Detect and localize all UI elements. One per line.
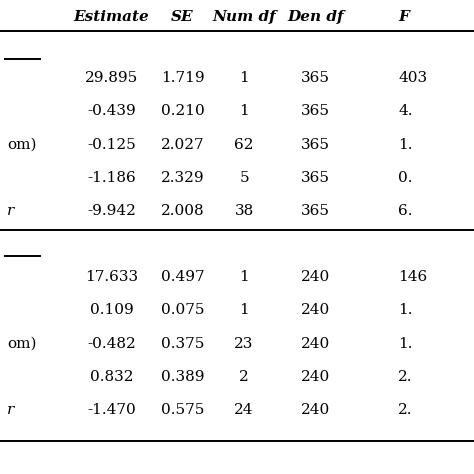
Text: 0.375: 0.375 [161, 337, 204, 351]
Text: 0.075: 0.075 [161, 303, 204, 318]
Text: 240: 240 [301, 303, 330, 318]
Text: 403: 403 [398, 71, 427, 85]
Text: 6.: 6. [398, 204, 413, 218]
Text: 1.: 1. [398, 337, 413, 351]
Text: 365: 365 [301, 171, 330, 185]
Text: -1.186: -1.186 [87, 171, 136, 185]
Text: 0.497: 0.497 [161, 270, 204, 284]
Text: 4.: 4. [398, 104, 413, 118]
Text: 0.210: 0.210 [161, 104, 204, 118]
Text: 1.719: 1.719 [161, 71, 204, 85]
Text: 240: 240 [301, 403, 330, 417]
Text: 365: 365 [301, 204, 330, 218]
Text: 0.832: 0.832 [90, 370, 133, 384]
Text: 0.389: 0.389 [161, 370, 204, 384]
Text: Num df: Num df [212, 9, 276, 24]
Text: 1.: 1. [398, 303, 413, 318]
Text: 23: 23 [235, 337, 254, 351]
Text: 0.109: 0.109 [90, 303, 133, 318]
Text: 17.633: 17.633 [85, 270, 138, 284]
Text: r: r [7, 403, 14, 417]
Text: 24: 24 [234, 403, 254, 417]
Text: -0.482: -0.482 [87, 337, 136, 351]
Text: 62: 62 [234, 137, 254, 152]
Text: 1: 1 [239, 270, 249, 284]
Text: 1: 1 [239, 303, 249, 318]
Text: 2.: 2. [398, 370, 413, 384]
Text: 0.: 0. [398, 171, 413, 185]
Text: 29.895: 29.895 [85, 71, 138, 85]
Text: 240: 240 [301, 337, 330, 351]
Text: 2.329: 2.329 [161, 171, 204, 185]
Text: -0.125: -0.125 [87, 137, 136, 152]
Text: Estimate: Estimate [73, 9, 149, 24]
Text: om): om) [7, 337, 36, 351]
Text: 1: 1 [239, 104, 249, 118]
Text: 38: 38 [235, 204, 254, 218]
Text: 1.: 1. [398, 137, 413, 152]
Text: 2.027: 2.027 [161, 137, 204, 152]
Text: SE: SE [171, 9, 194, 24]
Text: om): om) [7, 137, 36, 152]
Text: 0.575: 0.575 [161, 403, 204, 417]
Text: 146: 146 [398, 270, 428, 284]
Text: 365: 365 [301, 104, 330, 118]
Text: -9.942: -9.942 [87, 204, 136, 218]
Text: 2.: 2. [398, 403, 413, 417]
Text: r: r [7, 204, 14, 218]
Text: 5: 5 [239, 171, 249, 185]
Text: 2: 2 [239, 370, 249, 384]
Text: F: F [398, 9, 409, 24]
Text: 365: 365 [301, 71, 330, 85]
Text: 1: 1 [239, 71, 249, 85]
Text: Den df: Den df [287, 9, 344, 24]
Text: -1.470: -1.470 [87, 403, 136, 417]
Text: 2.008: 2.008 [161, 204, 204, 218]
Text: -0.439: -0.439 [87, 104, 136, 118]
Text: 240: 240 [301, 370, 330, 384]
Text: 365: 365 [301, 137, 330, 152]
Text: 240: 240 [301, 270, 330, 284]
